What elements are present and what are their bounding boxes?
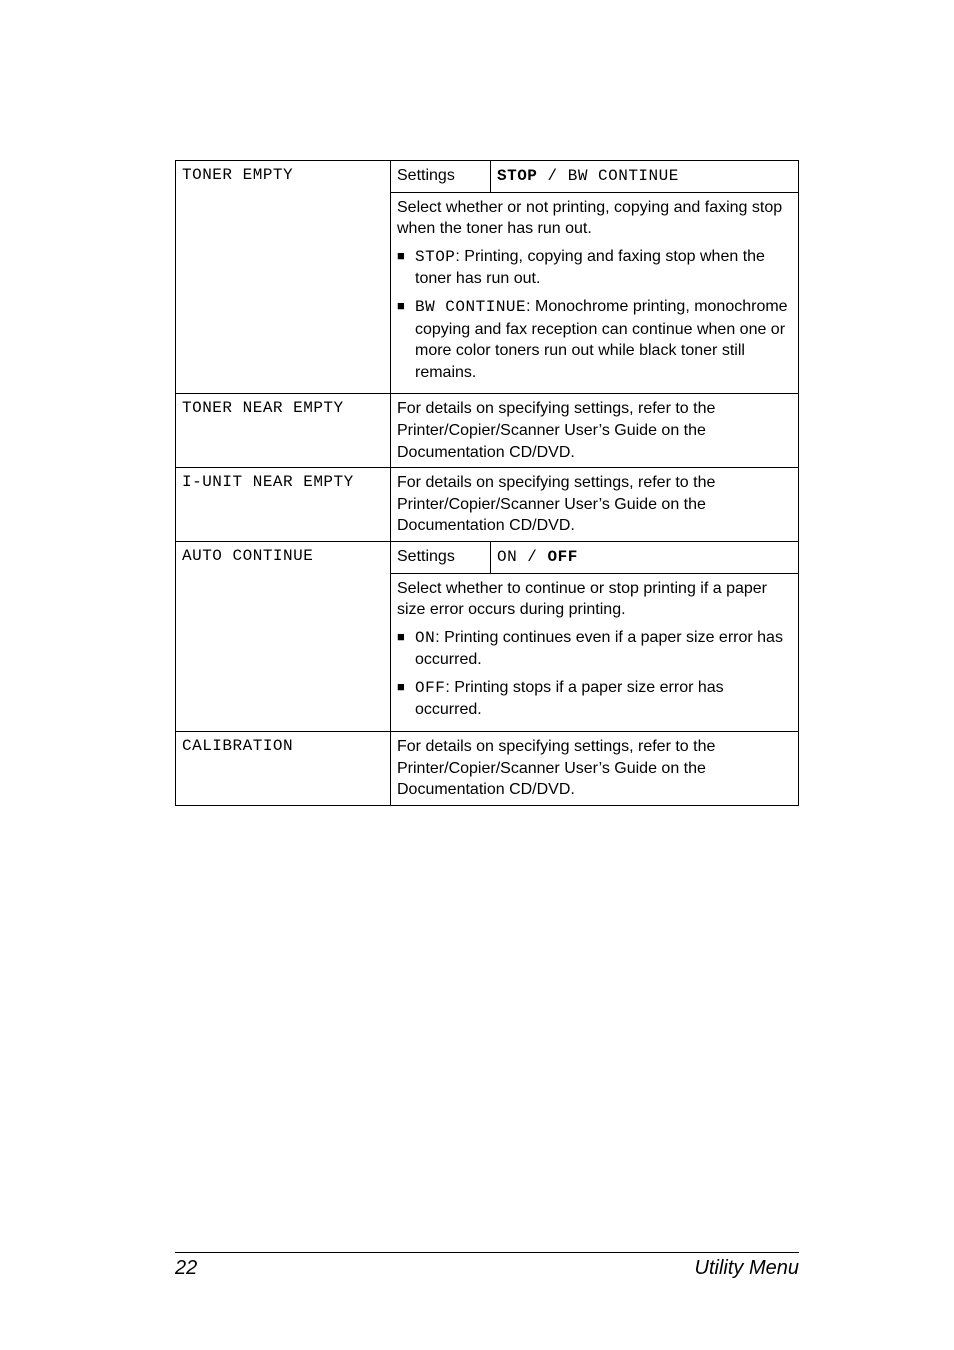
desc-iunit-near-empty: For details on specifying settings, refe…: [391, 468, 799, 542]
bullet-text: : Printing continues even if a paper siz…: [415, 629, 783, 669]
settings-label: Settings: [391, 161, 491, 193]
row-label-calibration: CALIBRATION: [176, 732, 391, 806]
row-label-toner-near-empty: TONER NEAR EMPTY: [176, 394, 391, 468]
settings-value-sep: /: [537, 167, 567, 185]
bullet-code: OFF: [415, 679, 445, 697]
row-label-toner-empty: TONER EMPTY: [176, 161, 391, 394]
bullet-bw-continue: BW CONTINUE: Monochrome printing, monoch…: [415, 296, 792, 383]
footer-section-title: Utility Menu: [695, 1257, 799, 1280]
desc-calibration: For details on specifying settings, refe…: [391, 732, 799, 806]
settings-value-sep: /: [517, 548, 547, 566]
footer-rule: [175, 1252, 799, 1253]
settings-value-toner-empty: STOP / BW CONTINUE: [491, 161, 799, 193]
settings-value-post: OFF: [548, 548, 578, 566]
settings-value-pre: ON: [497, 548, 517, 566]
bullet-text: : Printing, copying and faxing stop when…: [415, 248, 765, 288]
row-label-auto-continue: AUTO CONTINUE: [176, 541, 391, 731]
desc-toner-empty: Select whether or not printing, copying …: [391, 192, 799, 394]
desc-auto-continue: Select whether to continue or stop print…: [391, 573, 799, 732]
desc-intro: Select whether or not printing, copying …: [397, 197, 792, 240]
settings-value-auto-continue: ON / OFF: [491, 541, 799, 573]
settings-label: Settings: [391, 541, 491, 573]
bullet-code: STOP: [415, 248, 455, 266]
bullet-text: : Printing stops if a paper size error h…: [415, 679, 724, 719]
settings-table: TONER EMPTY Settings STOP / BW CONTINUE …: [175, 160, 799, 806]
bullet-off: OFF: Printing stops if a paper size erro…: [415, 677, 792, 721]
bullet-code: BW CONTINUE: [415, 298, 526, 316]
settings-value-pre: STOP: [497, 167, 537, 185]
desc-intro: Select whether to continue or stop print…: [397, 578, 792, 621]
settings-value-post: BW CONTINUE: [568, 167, 679, 185]
bullet-stop: STOP: Printing, copying and faxing stop …: [415, 246, 792, 290]
page-number: 22: [175, 1257, 197, 1280]
page-footer: 22 Utility Menu: [175, 1252, 799, 1280]
bullet-on: ON: Printing continues even if a paper s…: [415, 627, 792, 671]
desc-toner-near-empty: For details on specifying settings, refe…: [391, 394, 799, 468]
bullet-code: ON: [415, 629, 435, 647]
row-label-iunit-near-empty: I-UNIT NEAR EMPTY: [176, 468, 391, 542]
